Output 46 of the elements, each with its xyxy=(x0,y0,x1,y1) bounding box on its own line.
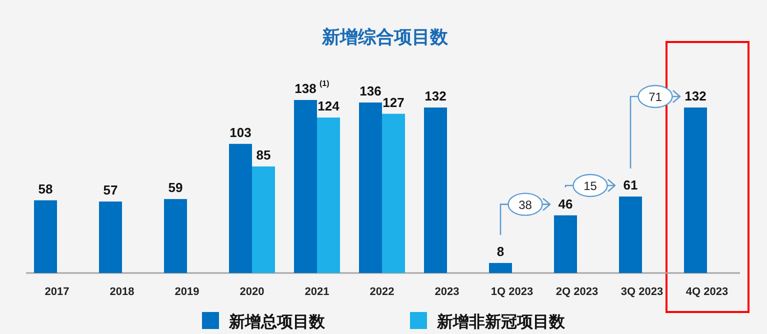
data-label: 46 xyxy=(558,196,573,212)
data-label: 8 xyxy=(496,244,504,259)
annotation: 15 xyxy=(584,179,598,194)
data-label: 57 xyxy=(103,182,118,198)
data-label: 138 xyxy=(294,81,316,96)
x-tick-label: 2022 xyxy=(370,286,394,298)
chart-title: 新增综合项目数 xyxy=(321,27,449,48)
data-label: 103 xyxy=(230,124,252,140)
x-tick-label: 2019 xyxy=(174,286,200,298)
data-label: 61 xyxy=(623,178,638,193)
bar xyxy=(424,108,447,273)
annotation: (1) xyxy=(320,79,330,88)
x-tick-label: 2018 xyxy=(110,286,134,298)
bar xyxy=(252,166,275,273)
bar xyxy=(359,102,382,273)
x-tick-label: 2020 xyxy=(240,286,264,298)
legend-label: 新增总项目数 xyxy=(228,312,326,331)
annotation: 71 xyxy=(648,90,662,104)
bar xyxy=(34,200,57,273)
data-label: 127 xyxy=(382,94,404,110)
bar xyxy=(382,114,405,273)
legend-label: 新增非新冠项目数 xyxy=(436,312,566,331)
bar xyxy=(99,202,122,273)
x-tick-label: 4Q 2023 xyxy=(686,286,728,298)
bar xyxy=(164,199,187,273)
x-tick-label: 2023 xyxy=(434,286,460,298)
data-label: 85 xyxy=(256,147,271,162)
bar xyxy=(317,118,340,273)
bar xyxy=(489,262,512,273)
annotation: 38 xyxy=(518,198,532,212)
x-tick-label: 2Q 2023 xyxy=(556,286,598,298)
bar xyxy=(294,100,317,273)
data-label: 59 xyxy=(168,180,183,196)
x-tick-label: 3Q 2023 xyxy=(620,286,664,298)
data-label: 58 xyxy=(38,181,53,196)
x-tick-label: 1Q 2023 xyxy=(490,286,534,298)
data-label: 132 xyxy=(684,88,706,104)
data-label: 124 xyxy=(318,98,340,114)
bar xyxy=(229,144,252,273)
bar xyxy=(554,215,577,273)
bar xyxy=(619,196,642,273)
x-tick-label: 2017 xyxy=(44,286,70,298)
bar xyxy=(684,108,707,273)
data-label: 132 xyxy=(424,88,446,104)
data-label: 136 xyxy=(360,84,382,99)
x-tick-label: 2021 xyxy=(304,286,330,298)
